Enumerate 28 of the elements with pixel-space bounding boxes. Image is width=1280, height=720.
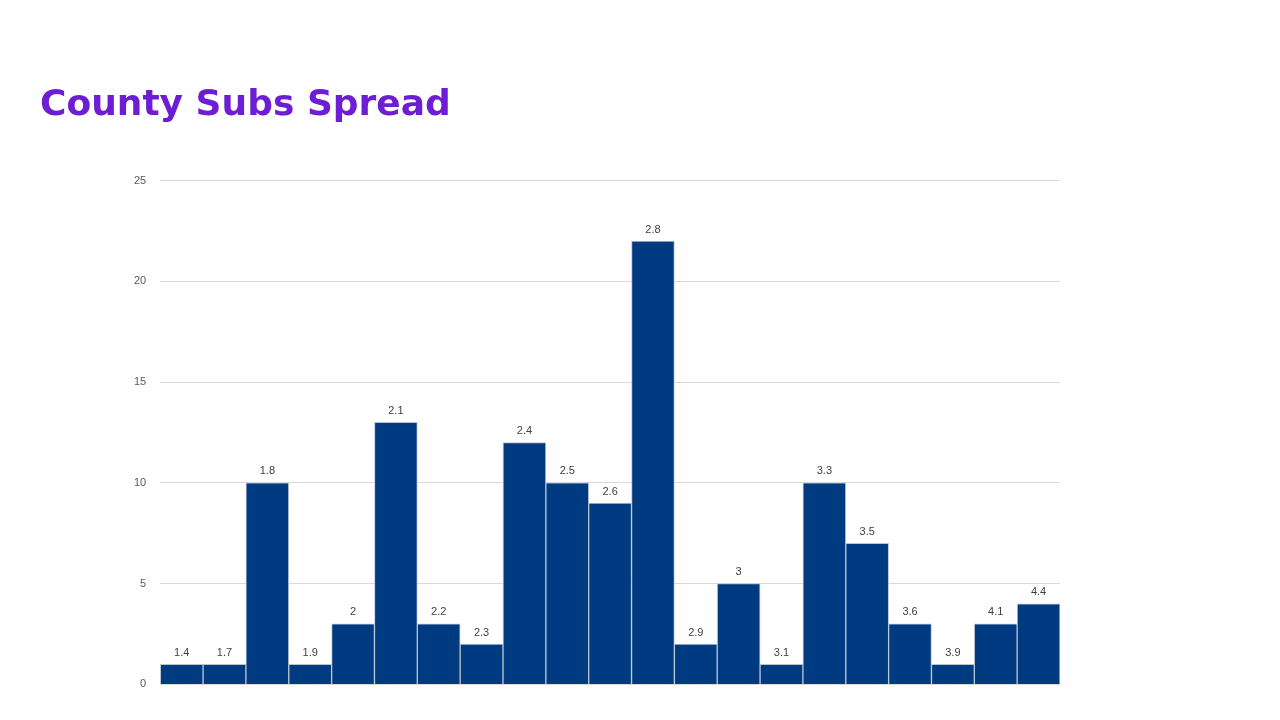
x-tick-label: 2: [349, 605, 357, 618]
y-tick-label: 5: [140, 576, 147, 589]
x-tick-label: 2.6: [602, 484, 618, 497]
x-tick-label: 3: [735, 565, 742, 578]
y-tick-label: 10: [133, 475, 147, 488]
x-tick-label: 2.8: [645, 222, 661, 235]
y-tick-label: 0: [140, 677, 147, 690]
y-tick-label: 20: [133, 274, 147, 287]
chart-title: County Subs Spread: [40, 82, 451, 123]
x-tick-label: 4.1: [988, 605, 1004, 618]
x-tick-label: 2.5: [559, 464, 575, 477]
x-tick-label: 2.3: [473, 625, 490, 638]
x-tick-label: 2.1: [388, 403, 404, 416]
x-tick-label: 1.9: [302, 645, 318, 658]
x-tick-label: 2.4: [516, 424, 533, 437]
y-tick-label: 15: [133, 375, 147, 388]
x-tick-label: 3.6: [902, 605, 918, 618]
x-tick-label: 3.5: [859, 524, 875, 537]
x-tick-label: 3.9: [945, 645, 961, 658]
x-tick-label: 3.1: [773, 645, 790, 658]
x-tick-label: 3.3: [816, 464, 832, 477]
x-tick-label: 2.2: [431, 605, 447, 618]
x-tick-label: 4.4: [1030, 585, 1047, 598]
x-tick-label: 1.4: [174, 645, 190, 658]
x-tick-label: 1.8: [259, 464, 275, 477]
x-tick-label: 2.9: [688, 625, 704, 638]
y-tick-label: 25: [133, 173, 147, 186]
x-tick-label: 1.7: [216, 645, 233, 658]
